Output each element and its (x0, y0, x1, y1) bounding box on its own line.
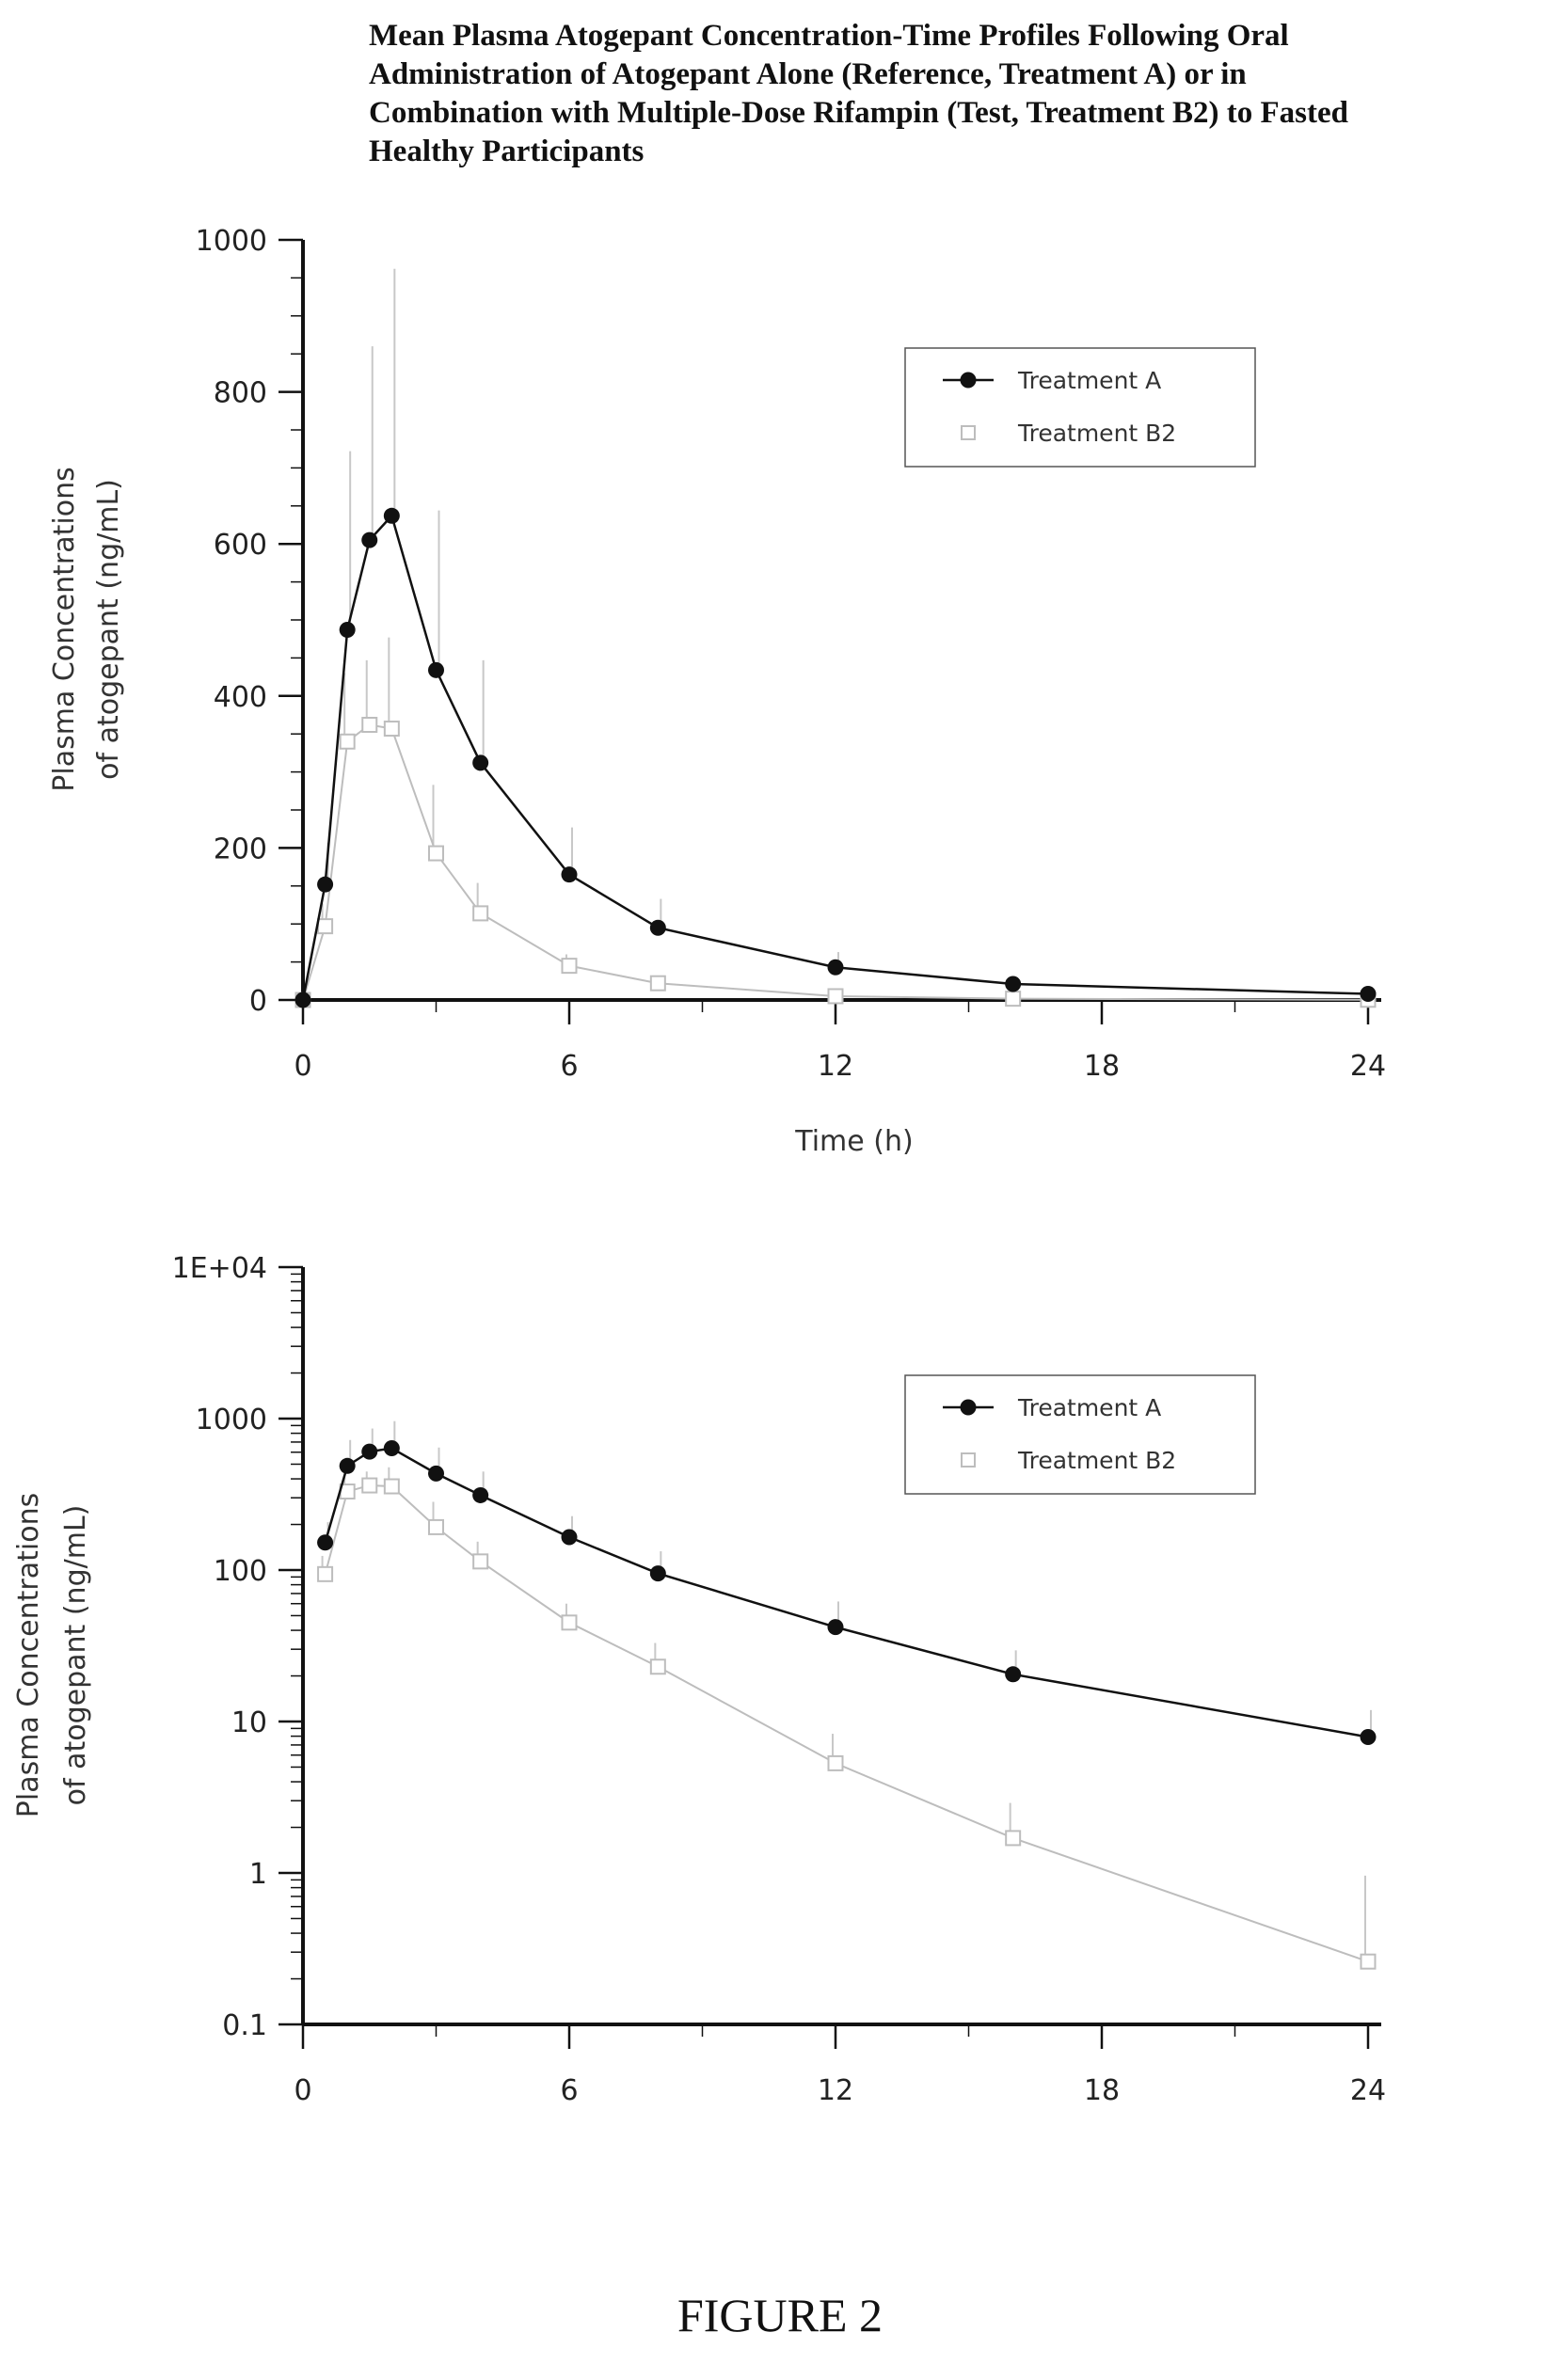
title-line-3: Combination with Multiple-Dose Rifampin … (369, 96, 1349, 130)
data-point-treatment-b2 (361, 1477, 378, 1494)
chart-panel-2: 0.1 1 10 100 1000 1E+04 0 6 12 18 24 Plasma Concent… (12, 1252, 1386, 2107)
data-point-treatment-b2 (827, 1754, 844, 1771)
data-point-treatment-a (649, 919, 666, 936)
title-line-2: Administration of Atogepant Alone (Refer… (369, 57, 1247, 91)
legend-marker-treatment-b2 (961, 425, 976, 440)
data-point-treatment-a (361, 532, 378, 548)
data-point-treatment-a (827, 959, 844, 976)
data-point-treatment-b2 (827, 988, 844, 1005)
legend-label-treatment-a: Treatment A (1017, 367, 1161, 394)
x-tick-label: 18 (1084, 1050, 1120, 1083)
y-axis-title-line: Plasma Concentrations (48, 467, 81, 791)
x-tick-label: 12 (818, 1050, 853, 1083)
x-axis-title: Time (h) (794, 1125, 913, 1158)
data-point-treatment-a (361, 1443, 378, 1460)
data-point-treatment-a (339, 1457, 356, 1474)
y-tick-label: 800 (214, 377, 267, 410)
x-tick-label: 12 (818, 2074, 853, 2107)
data-point-treatment-a (294, 992, 311, 1008)
data-point-treatment-a (1005, 1666, 1022, 1683)
x-tick-label: 0 (294, 2074, 311, 2107)
chart-title: Mean Plasma Atogepant Concentration-Time… (369, 17, 1545, 171)
data-point-treatment-a (649, 1565, 666, 1582)
data-point-treatment-b2 (649, 975, 666, 992)
data-point-treatment-b2 (383, 721, 400, 738)
y-tick-label: 600 (214, 529, 267, 562)
data-point-treatment-b2 (472, 905, 489, 922)
data-point-treatment-a (561, 1529, 578, 1546)
y-tick-label: 0.1 (222, 2009, 267, 2042)
x-tick-label: 24 (1350, 1050, 1386, 1083)
data-point-treatment-b2 (1005, 1830, 1022, 1847)
data-point-treatment-b2 (1360, 1953, 1377, 1970)
figure-label: FIGURE 2 (677, 2289, 883, 2341)
data-point-treatment-a (827, 1619, 844, 1636)
title-line-1: Mean Plasma Atogepant Concentration-Time… (369, 19, 1289, 53)
data-point-treatment-a (317, 1534, 334, 1551)
chart-panel-1: 0 200 400 600 800 1000 0 6 12 18 24 Time (h) Plasma … (48, 225, 1386, 1158)
data-point-treatment-b2 (649, 1658, 666, 1675)
y-tick-label: 0 (249, 985, 267, 1018)
y-axis-title-line: of atogepant (ng/mL) (92, 479, 125, 780)
y-tick-label: 10 (231, 1706, 267, 1739)
data-point-treatment-b2 (561, 958, 578, 975)
y-tick-label: 200 (214, 833, 267, 865)
x-tick-label: 0 (294, 1050, 311, 1083)
series-line-treatment-b2 (302, 723, 1369, 1001)
legend-box (904, 1374, 1256, 1495)
y-axis-title-line: Plasma Concentrations (12, 1493, 45, 1817)
data-point-treatment-b2 (428, 1518, 444, 1535)
data-point-treatment-a (1360, 1728, 1377, 1745)
data-point-treatment-a (1005, 976, 1022, 992)
data-point-treatment-b2 (561, 1614, 578, 1631)
legend-marker-treatment-b2 (961, 1452, 976, 1468)
legend-box (904, 347, 1256, 468)
data-point-treatment-b2 (383, 1478, 400, 1495)
data-point-treatment-b2 (317, 1565, 334, 1582)
data-point-treatment-a (428, 661, 444, 678)
legend-marker-treatment-a (960, 1399, 977, 1416)
data-point-treatment-a (317, 876, 334, 893)
data-point-treatment-a (383, 507, 400, 524)
legend: Treatment A Treatment B2 (904, 347, 1256, 468)
data-point-treatment-b2 (428, 845, 444, 862)
y-tick-label: 400 (214, 681, 267, 714)
data-point-treatment-a (472, 1486, 489, 1503)
legend-label-treatment-b2: Treatment B2 (1017, 420, 1176, 447)
data-point-treatment-a (561, 866, 578, 883)
data-point-treatment-b2 (317, 918, 334, 935)
y-tick-label: 1E+04 (172, 1252, 267, 1285)
y-tick-label: 100 (214, 1555, 267, 1588)
y-tick-label: 1000 (196, 1404, 267, 1436)
data-point-treatment-a (339, 622, 356, 639)
data-point-treatment-a (383, 1440, 400, 1457)
data-point-treatment-a (472, 754, 489, 771)
data-point-treatment-b2 (1005, 991, 1022, 1008)
legend-label-treatment-b2: Treatment B2 (1017, 1447, 1176, 1474)
data-point-treatment-b2 (472, 1553, 489, 1570)
y-tick-label: 1 (249, 1858, 267, 1891)
legend-label-treatment-a: Treatment A (1017, 1394, 1161, 1421)
x-tick-label: 6 (560, 1050, 578, 1083)
y-tick-label: 1000 (196, 225, 267, 258)
data-point-treatment-a (1360, 986, 1377, 1003)
title-line-4: Healthy Participants (369, 135, 645, 168)
y-axis-title-line: of atogepant (ng/mL) (59, 1505, 92, 1806)
legend: Treatment A Treatment B2 (904, 1374, 1256, 1495)
data-point-treatment-b2 (361, 717, 378, 734)
x-tick-label: 18 (1084, 2074, 1120, 2107)
data-point-treatment-b2 (339, 733, 356, 750)
x-tick-label: 6 (560, 2074, 578, 2107)
x-tick-label: 24 (1350, 2074, 1386, 2107)
series-line-treatment-a (301, 513, 1369, 1001)
legend-marker-treatment-a (960, 372, 977, 389)
data-point-treatment-a (428, 1465, 444, 1482)
